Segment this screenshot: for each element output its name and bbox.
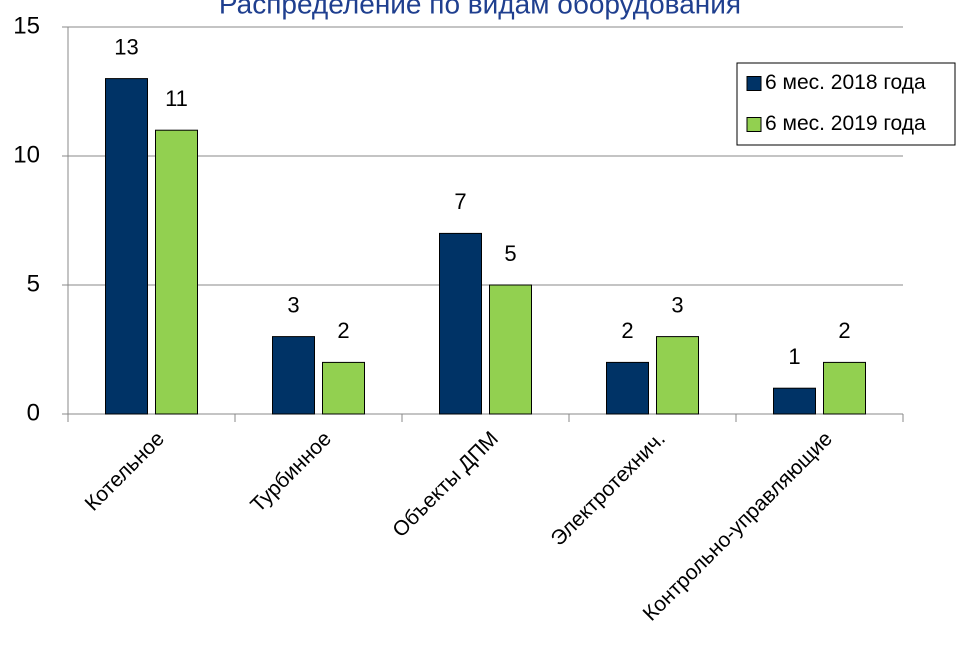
data-label: 7: [454, 189, 466, 214]
data-label: 2: [621, 318, 633, 343]
legend-label: 6 мес. 2019 года: [765, 112, 926, 135]
data-label: 1: [788, 344, 800, 369]
x-tick-label: Котельное: [81, 427, 169, 515]
x-tick-label: Электротехнич.: [547, 427, 670, 550]
y-tick-label: 5: [27, 270, 40, 297]
data-label: 5: [504, 241, 516, 266]
legend-box: [736, 62, 956, 146]
bar: [105, 78, 148, 415]
data-label: 2: [838, 318, 850, 343]
chart-title: Распределение по видам оборудования: [219, 0, 741, 19]
data-label: 3: [287, 292, 299, 317]
bar: [155, 129, 198, 415]
bar: [272, 336, 315, 415]
y-tick-label: 10: [13, 141, 40, 168]
data-label: 13: [114, 34, 138, 59]
bar: [606, 361, 649, 415]
bar: [656, 336, 699, 415]
data-label: 2: [337, 318, 349, 343]
bar: [322, 361, 365, 415]
x-tick-label: Турбинное: [246, 427, 336, 517]
legend-swatch: [746, 117, 762, 132]
x-tick-label: Контрольно-управляющие: [639, 427, 837, 625]
bar: [489, 284, 532, 415]
y-tick-label: 0: [27, 399, 40, 426]
y-tick-label: 15: [13, 12, 40, 39]
legend-label: 6 мес. 2018 года: [765, 71, 926, 94]
x-tick-label: Объекты ДПМ: [388, 427, 503, 542]
data-label: 3: [671, 292, 683, 317]
bar: [439, 232, 482, 415]
data-label: 11: [165, 86, 188, 111]
bar: [823, 361, 866, 415]
bar: [773, 387, 816, 415]
legend-swatch: [746, 76, 762, 91]
